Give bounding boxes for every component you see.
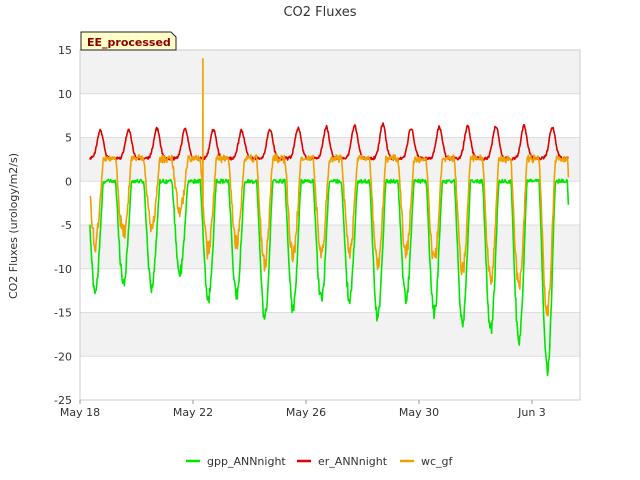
y-tick-label: -10 xyxy=(54,263,72,276)
series-layer xyxy=(89,58,570,377)
y-axis-label: CO2 Fluxes (urology/m2/s) xyxy=(7,153,20,299)
badge-box xyxy=(80,31,177,51)
plot-band xyxy=(80,50,580,94)
chart-title: CO2 Fluxes xyxy=(283,5,356,20)
x-tick-label: May 26 xyxy=(286,406,326,419)
y-tick-label: 0 xyxy=(65,175,72,188)
y-tick-label: 15 xyxy=(58,44,72,57)
x-tick-label: May 18 xyxy=(60,406,100,419)
plot-band xyxy=(80,93,580,138)
x-tick-label: May 22 xyxy=(173,406,213,419)
x-tick-label: Jun 3 xyxy=(517,406,546,419)
series-line-er_ANNnight xyxy=(89,122,569,161)
plot-frame xyxy=(79,49,581,401)
series-line-wc_gf xyxy=(89,58,570,317)
y-tick-label: -15 xyxy=(54,307,72,320)
y-tick-label: 5 xyxy=(65,132,72,145)
legend: gpp_ANNnight er_ANNnight wc_gf xyxy=(186,455,454,468)
plot-band xyxy=(80,312,580,357)
legend-label-er_ANNnight: er_ANNnight xyxy=(318,455,388,468)
y-tick-label: 10 xyxy=(58,88,72,101)
series-line-gpp_ANNnight xyxy=(89,178,570,377)
badge-label: EE_processed xyxy=(87,36,171,49)
plot-band xyxy=(80,268,580,313)
legend-label-wc_gf: wc_gf xyxy=(421,455,454,468)
x-tick-label: May 30 xyxy=(399,406,439,419)
y-tick-label: -5 xyxy=(61,219,72,232)
y-tick-labels: -25 -20 -15 -10 -5 0 5 10 15 xyxy=(54,44,72,407)
plot-band xyxy=(80,356,580,400)
processed-badge: EE_processed xyxy=(80,31,177,51)
x-tick-labels: May 18 May 22 May 26 May 30 Jun 3 xyxy=(60,400,546,419)
y-tick-label: -20 xyxy=(54,350,72,363)
y-tick-label: -25 xyxy=(54,394,72,407)
legend-label-gpp_ANNnight: gpp_ANNnight xyxy=(207,455,286,468)
